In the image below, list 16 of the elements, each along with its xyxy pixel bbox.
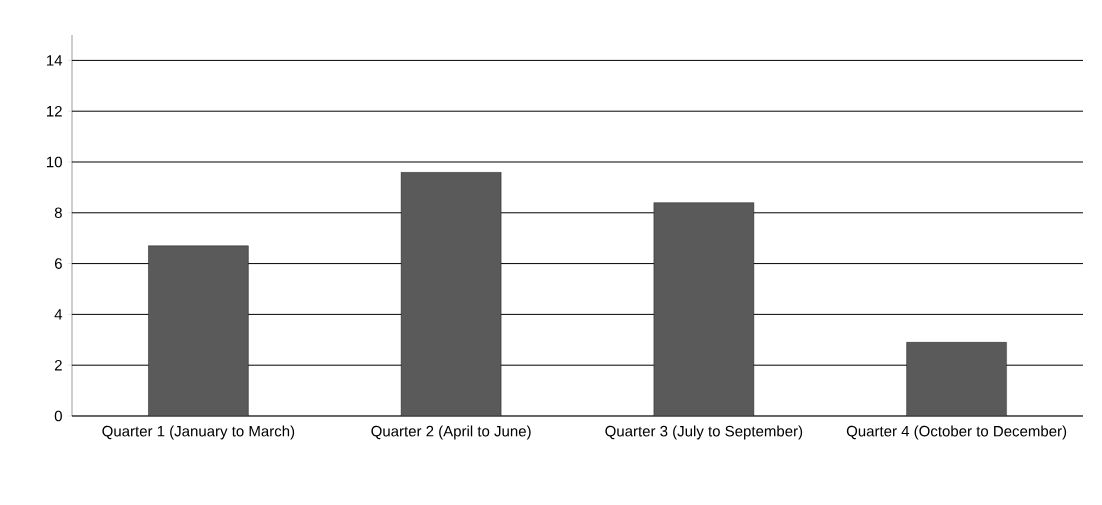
x-tick-label: Quarter 4 (October to December) — [846, 425, 1067, 440]
x-tick-label: Quarter 3 (July to September) — [605, 425, 803, 440]
y-tick-label: 10 — [47, 156, 62, 168]
y-tick-label: 12 — [47, 105, 62, 117]
bar — [148, 245, 249, 416]
y-tick-label: 2 — [54, 359, 62, 371]
bar — [401, 172, 502, 416]
bar — [906, 342, 1007, 416]
x-tick-label: Quarter 1 (January to March) — [102, 425, 295, 440]
y-tick-label: 8 — [54, 207, 62, 219]
y-tick-label: 4 — [54, 309, 63, 320]
y-tick-label: 14 — [47, 55, 63, 66]
x-tick-label: Quarter 2 (April to June) — [371, 425, 531, 440]
y-tick-label: 0 — [54, 410, 62, 422]
y-tick-label: 6 — [54, 258, 62, 269]
bar — [653, 202, 754, 416]
